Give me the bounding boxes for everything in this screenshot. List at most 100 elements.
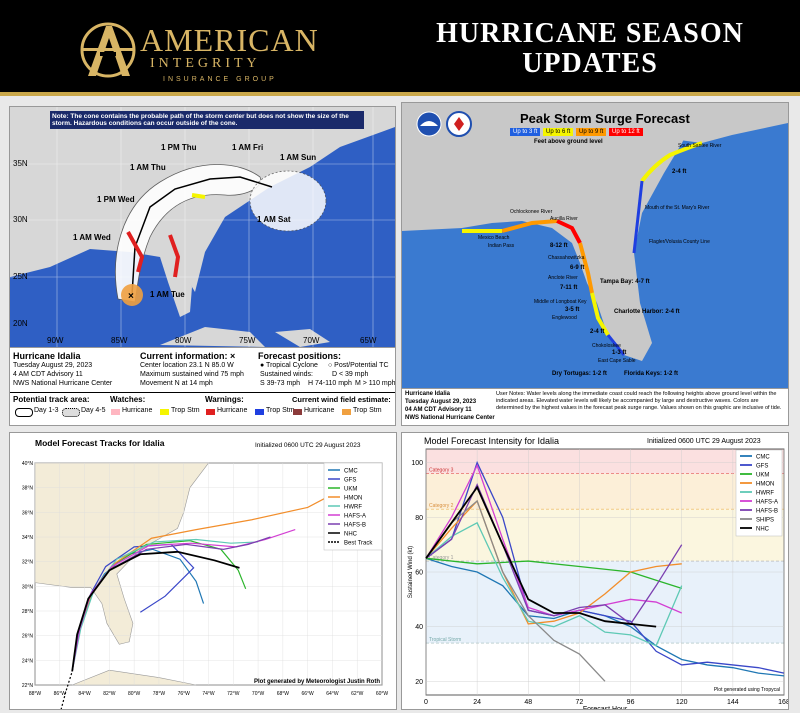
y-tick-label: 26°N	[22, 634, 34, 640]
surge-legend-3: Up to 12 ft	[609, 128, 643, 136]
fp-post: ○ Post/Potential TC	[328, 362, 389, 369]
legend-label: GFS	[756, 464, 768, 470]
lon-75w: 75W	[239, 336, 256, 345]
place-englewood: Englewood	[552, 315, 577, 321]
day13-label: Day 1-3	[34, 407, 59, 414]
time-label-am-tue: 1 AM Tue	[150, 290, 185, 299]
watch-trop: Trop Stm	[171, 407, 200, 414]
surge-date: Tuesday August 29, 2023	[405, 399, 477, 405]
time-label-am-wed: 1 AM Wed	[73, 233, 111, 242]
max-wind: Maximum sustained wind 75 mph	[140, 371, 244, 378]
x-tick-label: 82°W	[103, 691, 116, 697]
legend-label: HMON	[756, 482, 774, 488]
surge-info-box: Hurricane Idalia Tuesday August 29, 2023…	[402, 388, 788, 425]
lon-80w: 80W	[175, 336, 192, 345]
x-tick-label: 64°W	[326, 691, 339, 697]
nws-logo-icon	[446, 111, 472, 137]
legend-label: HAFS-B	[756, 509, 778, 515]
x-tick-label: 70°W	[252, 691, 265, 697]
lat-25n: 25N	[13, 272, 28, 281]
surge-title: Peak Storm Surge Forecast	[520, 111, 690, 126]
wind-h: H 74-110 mph	[308, 380, 352, 387]
company-logo	[80, 22, 136, 78]
y-tick-label: 20	[415, 679, 423, 686]
surge-storm-name: Hurricane Idalia	[405, 391, 451, 397]
wf-hurricane: Hurricane	[304, 407, 335, 414]
intensity-title: Model Forecast Intensity for Idalia	[424, 436, 560, 446]
cone-map: ×	[10, 107, 395, 347]
place-anclote: Anclote River	[548, 275, 578, 281]
y-tick-label: 100	[411, 460, 423, 467]
y-tick-label: 22°N	[22, 683, 34, 689]
header-banner: AMERICAN INTEGRITY INSURANCE GROUP HURRI…	[0, 0, 800, 92]
y-axis-label: Sustained Wind (kt)	[408, 546, 414, 598]
x-tick-label: 66°W	[302, 691, 315, 697]
x-tick-label: 78°W	[153, 691, 166, 697]
cone-center: NWS National Hurricane Center	[13, 380, 113, 387]
wf-trop: Trop Stm	[353, 407, 382, 414]
company-name-2: INTEGRITY	[150, 56, 261, 71]
cone-storm-name: Hurricane Idalia	[13, 351, 81, 361]
warnings-label: Warnings:	[205, 395, 244, 404]
x-tick-label: 60°W	[376, 691, 389, 697]
surge-legend-2: Up to 9 ft	[576, 128, 607, 136]
y-tick-label: 28°N	[22, 609, 34, 615]
y-tick-label: 40	[415, 624, 423, 631]
place-tampa-bay: Tampa Bay: 4-7 ft	[600, 279, 650, 285]
x-tick-label: 84°W	[78, 691, 91, 697]
time-label-sat: 1 AM Sat	[257, 215, 291, 224]
x-tick-label: 168	[778, 699, 788, 706]
day45-label: Day 4-5	[81, 407, 106, 414]
sustained-winds: Sustained winds:	[260, 371, 313, 378]
place-east-cape: East Cape Sable	[598, 358, 636, 364]
lat-20n: 20N	[13, 319, 28, 328]
legend-label: HAFS-A	[344, 514, 366, 520]
movement: Movement N at 14 mph	[140, 380, 213, 387]
wind-field-label: Current wind field estimate:	[292, 395, 391, 404]
legend-label: GFS	[344, 478, 356, 484]
x-tick-label: 144	[727, 699, 739, 706]
x-tick-label: 24	[473, 699, 481, 706]
time-label-am-thu: 1 AM Thu	[130, 163, 166, 172]
lon-85w: 85W	[111, 336, 128, 345]
place-charlotte: Charlotte Harbor: 2-4 ft	[614, 309, 680, 315]
y-tick-label: 80	[415, 515, 423, 522]
legend-label: UKM	[756, 473, 769, 479]
time-label-fri: 1 AM Fri	[232, 143, 264, 152]
legend-label: SHIPS	[756, 518, 774, 524]
band-ts	[426, 561, 784, 644]
center-location: Center location 23.1 N 85.0 W	[140, 362, 234, 369]
company-name: AMERICAN	[140, 22, 319, 58]
wind-s: S 39-73 mph	[260, 380, 301, 387]
fp-tropical: ● Tropical Cyclone	[260, 362, 318, 369]
surge-advisory: 04 AM CDT Advisory 11	[405, 407, 472, 413]
warn-hurricane: Hurricane	[217, 407, 248, 414]
x-tick-label: 62°W	[351, 691, 364, 697]
page-title-line1: HURRICANE SEASON	[436, 18, 744, 49]
place-indian-pass: Indian Pass	[488, 243, 515, 249]
legend-label: UKM	[344, 487, 357, 493]
legend-label: HMON	[344, 496, 362, 502]
y-tick-label: 60	[415, 570, 423, 577]
surge-legend-1: Up to 6 ft	[543, 128, 574, 136]
y-tick-label: 40°N	[22, 461, 34, 467]
lon-70w: 70W	[303, 336, 320, 345]
intensity-ukm	[425, 557, 682, 590]
y-tick-label: 30°N	[22, 584, 34, 590]
x-tick-label: 76°W	[178, 691, 191, 697]
lat-30n: 30N	[13, 215, 28, 224]
noaa-logo-icon	[416, 111, 442, 137]
band-label-cat3: Category 3	[429, 468, 454, 474]
surge-value-swfl: 2-4 ft	[590, 329, 605, 335]
y-tick-label: 38°N	[22, 486, 34, 492]
x-tick-label: 68°W	[277, 691, 290, 697]
y-tick-label: 34°N	[22, 535, 34, 541]
x-tick-label: 88°W	[29, 691, 42, 697]
place-ochlockonee: Ochlockonee River	[510, 209, 553, 215]
surge-legend-0: Up to 3 ft	[510, 128, 541, 136]
lon-90w: 90W	[47, 336, 64, 345]
cone-map-panel: × Note: The cone contains the probable p…	[9, 106, 396, 426]
surge-value-sfl: 1-3 ft	[612, 350, 627, 356]
x-tick-label: 72	[576, 699, 584, 706]
watch-hurricane: Hurricane	[122, 407, 153, 414]
